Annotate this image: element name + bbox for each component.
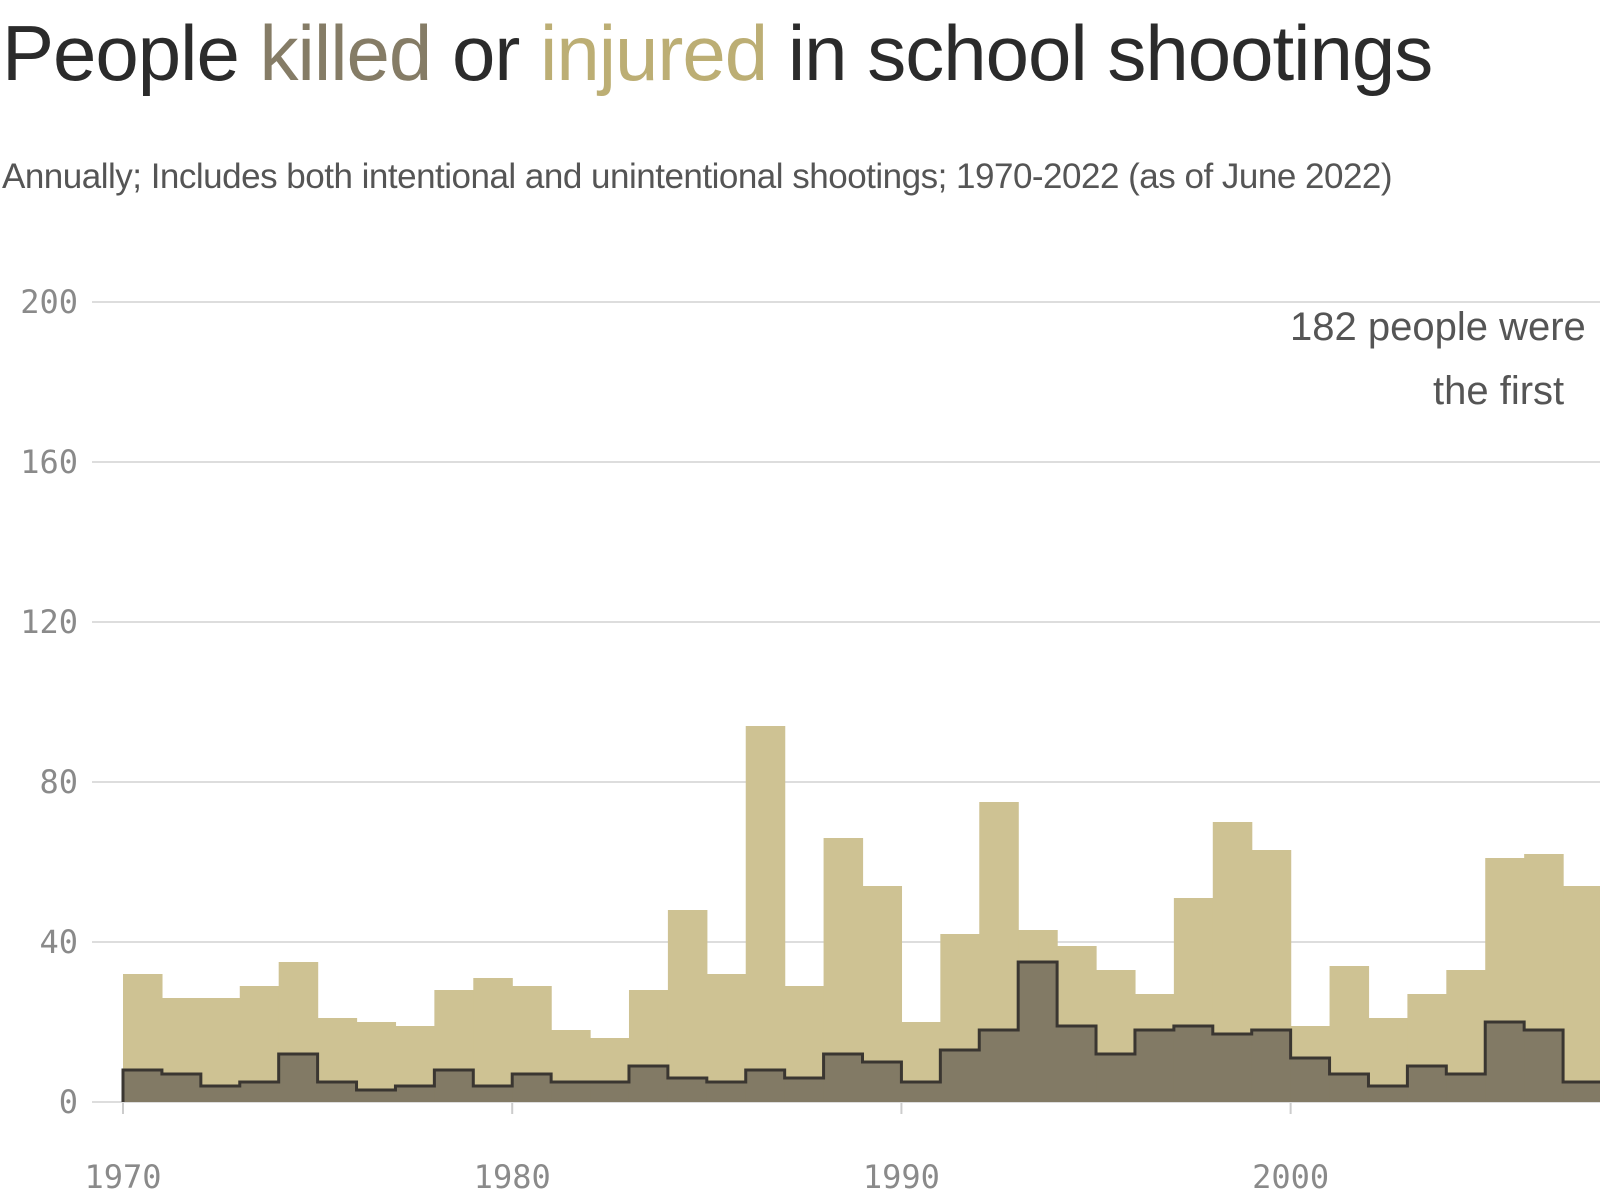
bar-killed-1992 bbox=[979, 1030, 1019, 1102]
bar-killed-1972 bbox=[200, 1086, 241, 1102]
annotation-line-2: the first bbox=[1433, 369, 1564, 413]
bar-killed-1999 bbox=[1251, 1030, 1292, 1102]
bar-killed-1980 bbox=[512, 1074, 552, 1102]
y-tick-label-80: 80 bbox=[39, 763, 78, 801]
series-layer bbox=[121, 726, 1600, 1102]
x-tick-label-2000: 2000 bbox=[1252, 1158, 1329, 1196]
y-tick-label-200: 200 bbox=[20, 283, 78, 321]
y-tick-label-40: 40 bbox=[39, 923, 78, 961]
y-tick-label-160: 160 bbox=[20, 443, 78, 481]
bar-killed-2000 bbox=[1290, 1058, 1331, 1102]
bar-killed-1981 bbox=[551, 1082, 591, 1102]
bar-killed-1982 bbox=[590, 1082, 630, 1102]
chart-title: People killed or injured in school shoot… bbox=[2, 8, 1433, 99]
bar-killed-1998 bbox=[1212, 1034, 1253, 1102]
bar-killed-1987 bbox=[784, 1078, 825, 1102]
title-killed-keyword: killed bbox=[259, 9, 433, 97]
bar-killed-2002 bbox=[1368, 1086, 1408, 1102]
bar-killed-1984 bbox=[667, 1078, 708, 1102]
bar-killed-2005 bbox=[1485, 1022, 1525, 1102]
outline-killed bbox=[121, 960, 1600, 1102]
x-tick-label-1980: 1980 bbox=[474, 1158, 551, 1196]
title-middle: or bbox=[431, 9, 540, 97]
bar-killed-1994 bbox=[1057, 1026, 1097, 1102]
x-axis-ticks: 19701980199020002 bbox=[84, 1103, 1329, 1196]
bar-killed-2001 bbox=[1329, 1074, 1370, 1102]
bar-killed-1985 bbox=[706, 1082, 747, 1102]
x-tick-label-1990: 1990 bbox=[863, 1158, 940, 1196]
bar-killed-or-injured-1986 bbox=[745, 726, 786, 1102]
x-tick-label-1970: 1970 bbox=[84, 1158, 161, 1196]
bar-killed-1975 bbox=[317, 1082, 358, 1102]
bar-killed-2003 bbox=[1407, 1066, 1447, 1102]
series-killed bbox=[121, 960, 1600, 1102]
bar-killed-or-injured-2007 bbox=[1563, 886, 1600, 1102]
bar-killed-1991 bbox=[940, 1050, 980, 1102]
bar-killed-2007 bbox=[1563, 1082, 1600, 1102]
y-axis-ticks: 0 40 80 120 160 200 bbox=[20, 283, 78, 1121]
bar-killed-1974 bbox=[278, 1054, 319, 1102]
y-tick-label-0: 0 bbox=[59, 1083, 78, 1121]
annotation-line-1: 182 people were bbox=[1290, 305, 1586, 349]
bar-killed-1970 bbox=[123, 1070, 163, 1102]
bar-killed-1976 bbox=[356, 1090, 397, 1102]
bar-killed-1988 bbox=[823, 1054, 864, 1102]
title-injured-keyword: injured bbox=[540, 9, 768, 97]
bar-killed-1986 bbox=[745, 1070, 786, 1102]
title-prefix: People bbox=[2, 9, 260, 97]
bar-killed-1977 bbox=[395, 1086, 435, 1102]
bar-killed-or-injured-1979 bbox=[473, 978, 513, 1102]
bar-killed-2006 bbox=[1524, 1030, 1564, 1102]
bar-killed-1983 bbox=[628, 1066, 669, 1102]
bar-killed-2004 bbox=[1446, 1074, 1486, 1102]
bar-killed-1989 bbox=[862, 1062, 903, 1102]
bar-killed-1990 bbox=[901, 1082, 941, 1102]
bar-killed-1978 bbox=[434, 1070, 474, 1102]
bar-killed-1995 bbox=[1096, 1054, 1136, 1102]
chart-subtitle: Annually; Includes both intentional and … bbox=[2, 157, 1393, 196]
title-suffix: in school shootings bbox=[767, 9, 1433, 97]
bar-killed-1996 bbox=[1134, 1030, 1175, 1102]
bar-killed-1973 bbox=[239, 1082, 280, 1102]
bar-killed-1997 bbox=[1173, 1026, 1214, 1102]
bar-killed-1993 bbox=[1018, 962, 1058, 1102]
y-tick-label-120: 120 bbox=[20, 603, 78, 641]
bar-killed-1971 bbox=[161, 1074, 202, 1102]
bar-killed-or-injured-1984 bbox=[667, 910, 708, 1102]
bar-killed-1979 bbox=[473, 1086, 513, 1102]
